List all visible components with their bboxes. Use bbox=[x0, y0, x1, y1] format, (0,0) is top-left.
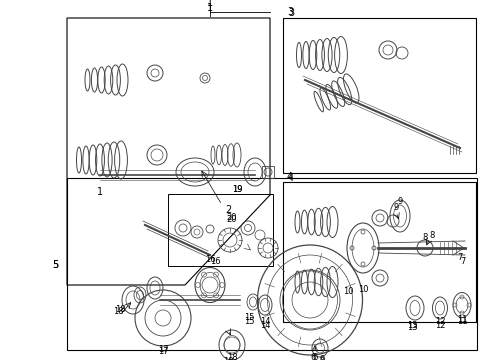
Text: 14: 14 bbox=[260, 318, 270, 327]
Text: 1: 1 bbox=[207, 3, 213, 13]
Text: 13: 13 bbox=[407, 320, 417, 329]
Text: 3: 3 bbox=[287, 7, 293, 17]
Text: 1: 1 bbox=[207, 0, 213, 8]
Text: 10: 10 bbox=[358, 285, 368, 294]
Text: 20: 20 bbox=[227, 216, 237, 225]
Text: 19: 19 bbox=[232, 185, 242, 194]
Text: 17: 17 bbox=[158, 347, 168, 356]
Text: 5: 5 bbox=[52, 260, 58, 270]
Text: 2: 2 bbox=[225, 205, 231, 215]
Text: 12: 12 bbox=[435, 320, 445, 329]
Text: 4: 4 bbox=[287, 172, 293, 182]
Text: 3: 3 bbox=[288, 8, 294, 18]
Text: 13: 13 bbox=[407, 323, 417, 332]
Text: 18: 18 bbox=[113, 307, 123, 316]
Text: 6: 6 bbox=[310, 354, 316, 360]
Text: 11: 11 bbox=[457, 315, 467, 324]
Text: 12: 12 bbox=[435, 318, 445, 327]
Text: 15: 15 bbox=[244, 318, 254, 327]
Text: 17: 17 bbox=[158, 346, 168, 355]
Text: 4: 4 bbox=[288, 173, 294, 183]
Text: 16: 16 bbox=[210, 257, 220, 266]
Text: 14: 14 bbox=[260, 320, 270, 329]
Text: 11: 11 bbox=[457, 318, 467, 327]
Text: 9: 9 bbox=[319, 356, 325, 360]
Text: 5: 5 bbox=[52, 260, 58, 270]
Text: 9: 9 bbox=[393, 203, 399, 212]
Bar bbox=[283, 18, 476, 173]
Text: 9: 9 bbox=[397, 198, 403, 207]
Text: 15: 15 bbox=[244, 314, 254, 323]
Text: 8: 8 bbox=[429, 230, 435, 239]
Text: 6: 6 bbox=[312, 354, 318, 360]
Text: 7: 7 bbox=[457, 253, 463, 262]
Bar bbox=[283, 182, 476, 322]
Text: 9: 9 bbox=[319, 357, 325, 360]
Text: 1: 1 bbox=[97, 187, 103, 197]
Text: 7: 7 bbox=[460, 257, 465, 266]
Text: 18: 18 bbox=[227, 354, 237, 360]
Text: 18: 18 bbox=[115, 306, 125, 315]
Text: 20: 20 bbox=[227, 213, 237, 222]
Text: 19: 19 bbox=[232, 185, 242, 194]
Text: 10: 10 bbox=[343, 288, 353, 297]
Bar bbox=[168, 194, 273, 266]
Text: 18: 18 bbox=[222, 357, 233, 360]
Bar bbox=[262, 166, 274, 178]
Text: 8: 8 bbox=[422, 234, 428, 243]
Bar bbox=[67, 178, 477, 350]
Text: 16: 16 bbox=[205, 256, 215, 265]
